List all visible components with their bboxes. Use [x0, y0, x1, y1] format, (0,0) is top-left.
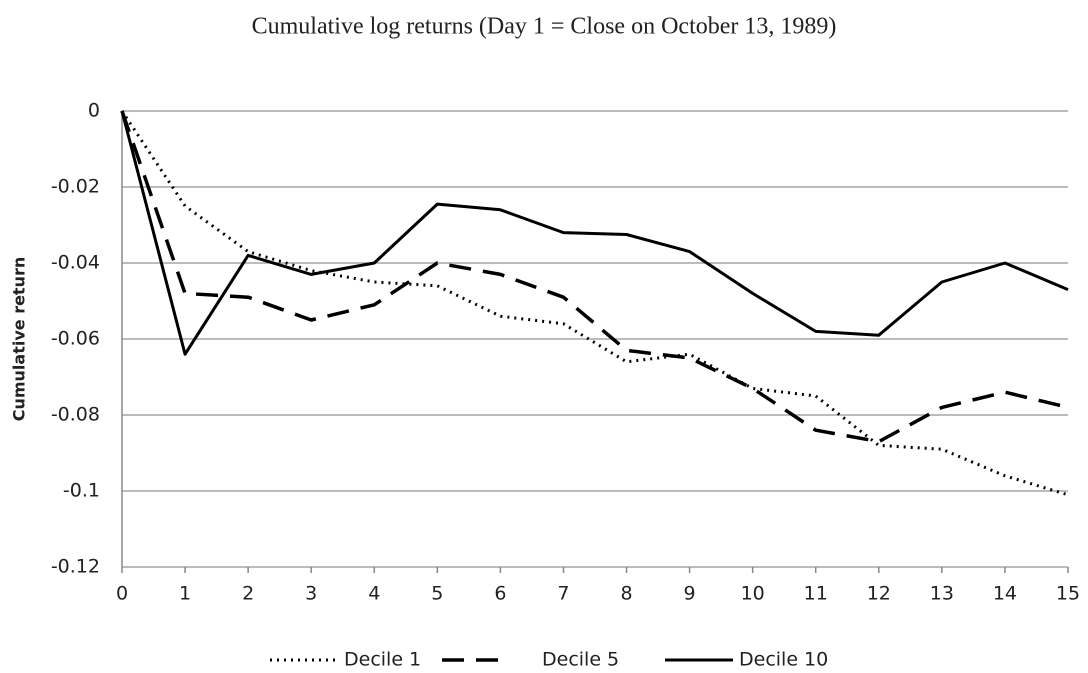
- x-tick-label: 8: [620, 583, 632, 605]
- y-axis-label: Cumulative return: [10, 257, 29, 422]
- y-tick-label: 0: [88, 100, 100, 122]
- x-tick-label: 5: [431, 583, 443, 605]
- x-tick-label: 1: [179, 583, 191, 605]
- y-tick-label: -0.04: [51, 252, 100, 274]
- data-line: [120, 110, 1069, 356]
- x-tick-label: 14: [993, 583, 1017, 605]
- x-tick-label: 15: [1056, 583, 1080, 605]
- x-tick-label: 10: [741, 583, 765, 605]
- x-tick-label: 11: [804, 583, 828, 605]
- y-tick-label: -0.08: [51, 404, 100, 426]
- x-tick-label: 3: [305, 583, 317, 605]
- y-tick-label: -0.12: [51, 556, 100, 578]
- y-tick-label: -0.1: [63, 480, 100, 502]
- y-tick-label: -0.02: [51, 176, 100, 198]
- legend-label: Decile 1: [344, 649, 421, 671]
- data-line: [120, 110, 1069, 444]
- legend-label: Decile 5: [542, 649, 619, 671]
- x-tick-label: 6: [494, 583, 506, 605]
- chart-title: Cumulative log returns (Day 1 = Close on…: [252, 14, 837, 40]
- data-line: [120, 110, 1069, 497]
- x-tick-label: 0: [116, 583, 128, 605]
- x-tick-label: 12: [867, 583, 891, 605]
- legend-label: Decile 10: [739, 649, 828, 671]
- x-tick-label: 7: [557, 583, 569, 605]
- x-tick-label: 13: [930, 583, 954, 605]
- x-tick-label: 2: [242, 583, 254, 605]
- x-tick-label: 4: [368, 583, 380, 605]
- x-tick-label: 9: [684, 583, 696, 605]
- y-tick-label: -0.06: [51, 328, 100, 350]
